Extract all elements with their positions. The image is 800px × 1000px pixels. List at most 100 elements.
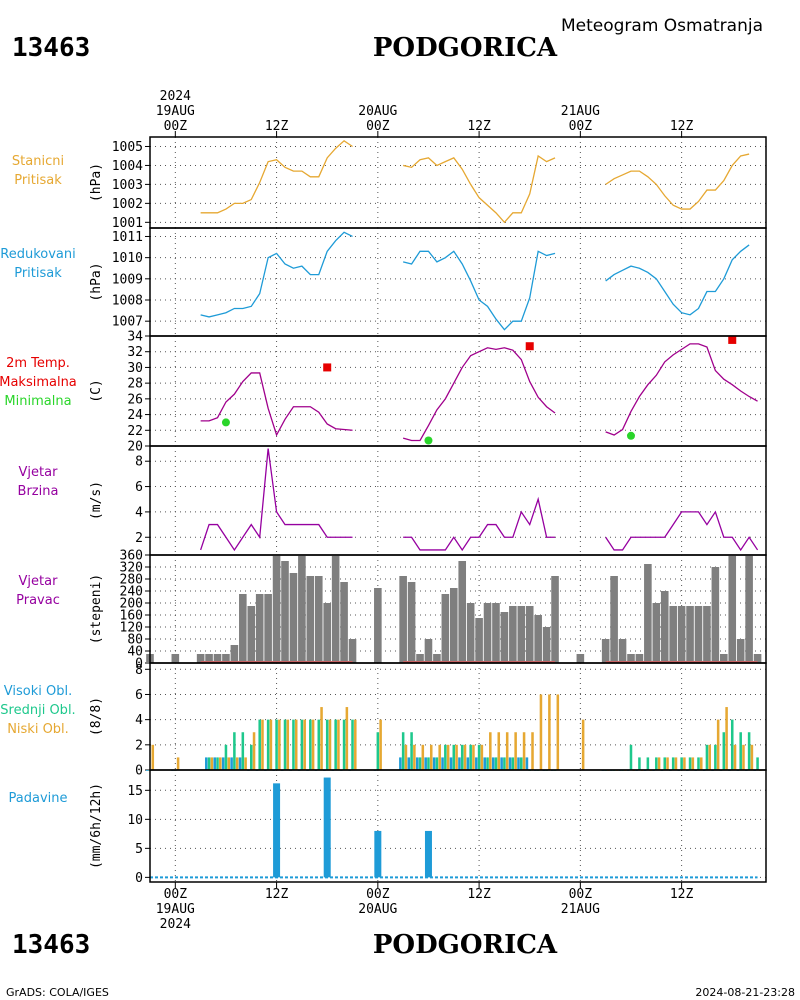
series-line xyxy=(605,343,758,436)
y-tick-label: 34 xyxy=(127,330,143,345)
direction-bar xyxy=(660,591,669,663)
station-id-bottom: 13463 xyxy=(12,930,90,960)
cloud-bar-mid xyxy=(418,757,422,770)
panel-title: Maksimalna xyxy=(0,375,77,390)
direction-bar xyxy=(323,603,332,663)
cloud-bar-low xyxy=(413,744,416,770)
direction-bar xyxy=(525,606,534,663)
cloud-bar-mid xyxy=(756,757,759,770)
direction-bar xyxy=(677,606,686,663)
cloud-bar-mid xyxy=(663,757,667,770)
top-axis-label: 2024 xyxy=(160,89,191,104)
direction-bar xyxy=(534,615,542,663)
direction-bar xyxy=(492,603,500,663)
cloud-bar-mid xyxy=(705,744,709,770)
cloud-bar-low xyxy=(522,732,526,770)
panel-title: Pravac xyxy=(16,593,60,608)
cloud-bar-mid xyxy=(292,719,295,770)
direction-bar xyxy=(449,588,458,663)
cloud-bar-mid xyxy=(638,757,641,770)
direction-bar xyxy=(255,594,264,663)
direction-bar xyxy=(247,606,256,663)
cloud-bar-low xyxy=(463,744,467,770)
direction-bar xyxy=(686,606,694,663)
cloud-bar-low xyxy=(750,744,754,770)
cloud-bar-low xyxy=(429,744,433,770)
direction-bar xyxy=(171,654,180,663)
series-line xyxy=(200,231,353,318)
panel-frame xyxy=(149,335,767,447)
cloud-bar-high xyxy=(432,757,436,770)
y-tick-label: 15 xyxy=(127,784,143,799)
cloud-bar-mid xyxy=(258,719,261,770)
direction-bar xyxy=(652,603,661,663)
y-tick-label: 26 xyxy=(127,392,143,407)
cloud-bar-mid xyxy=(722,732,726,770)
panel-title: 2m Temp. xyxy=(6,356,70,371)
bottom-axis-label: 00Z xyxy=(366,887,390,902)
direction-bar xyxy=(289,573,298,663)
top-axis-label: 21AUG xyxy=(561,104,600,119)
cloud-bar-low xyxy=(531,732,534,770)
cloud-bar-low xyxy=(548,694,551,770)
panel-title: Vjetar xyxy=(19,574,59,589)
direction-bar xyxy=(736,639,745,663)
direction-bar xyxy=(306,576,315,663)
tmax-marker xyxy=(525,342,534,351)
bottom-axis-label: 12Z xyxy=(467,887,491,902)
panel-title: Pritisak xyxy=(14,266,62,281)
direction-bar xyxy=(509,606,517,663)
direction-bar xyxy=(644,564,652,663)
direction-bar xyxy=(298,555,306,663)
station-name-top: PODGORICA xyxy=(373,33,558,63)
cloud-bar-mid xyxy=(503,757,506,770)
y-tick-label: 6 xyxy=(135,480,143,495)
cloud-bar-high xyxy=(491,757,495,770)
y-tick-label: 20 xyxy=(127,440,143,455)
cloud-bar-mid xyxy=(435,757,439,770)
cloud-bar-high xyxy=(483,757,487,770)
direction-bar xyxy=(483,603,492,663)
bottom-axis-label: 12Z xyxy=(670,887,694,902)
cloud-bar-mid xyxy=(460,744,464,770)
top-axis-label: 12Z xyxy=(467,119,491,134)
y-tick-label: 80 xyxy=(127,633,143,648)
y-tick-label: 120 xyxy=(120,621,143,636)
cloud-bar-low xyxy=(320,707,323,770)
direction-bar xyxy=(424,639,433,663)
footer-timestamp: 2024-08-21-23:28 xyxy=(695,986,795,999)
direction-bar xyxy=(264,594,272,663)
cloud-bar-low xyxy=(311,719,315,770)
y-axis-label: (stepeni) xyxy=(89,574,104,644)
tmin-marker xyxy=(221,418,230,427)
panel-wind-speed: 2 4 6 8 (m/s) Vjetar Brzina xyxy=(18,445,767,556)
cloud-bar-high xyxy=(500,757,503,770)
direction-bar xyxy=(627,654,635,663)
series-line xyxy=(402,250,556,331)
cloud-bar-mid xyxy=(241,732,245,770)
cloud-bar-high xyxy=(145,770,149,771)
cloud-bar-mid xyxy=(747,732,751,770)
cloud-bar-mid xyxy=(714,744,717,770)
cloud-bar-low xyxy=(725,707,728,770)
precip-bar xyxy=(323,777,331,878)
cloud-bar-high xyxy=(213,757,216,770)
y-tick-label: 1008 xyxy=(112,294,143,309)
bottom-axis-label: 21AUG xyxy=(561,902,600,917)
bottom-axis-label: 00Z xyxy=(569,887,593,902)
cloud-bar-mid xyxy=(410,732,413,770)
direction-bar xyxy=(635,654,644,663)
panel-title: Niski Obl. xyxy=(7,722,69,737)
cloud-bar-mid xyxy=(444,744,447,770)
direction-bar xyxy=(500,612,509,663)
panel-title: Padavine xyxy=(9,791,68,806)
cloud-bar-mid xyxy=(376,732,380,770)
cloud-bar-mid xyxy=(730,719,734,770)
y-tick-label: 5 xyxy=(135,842,143,857)
precip-bar xyxy=(273,783,281,878)
cloud-bar-high xyxy=(415,757,419,770)
